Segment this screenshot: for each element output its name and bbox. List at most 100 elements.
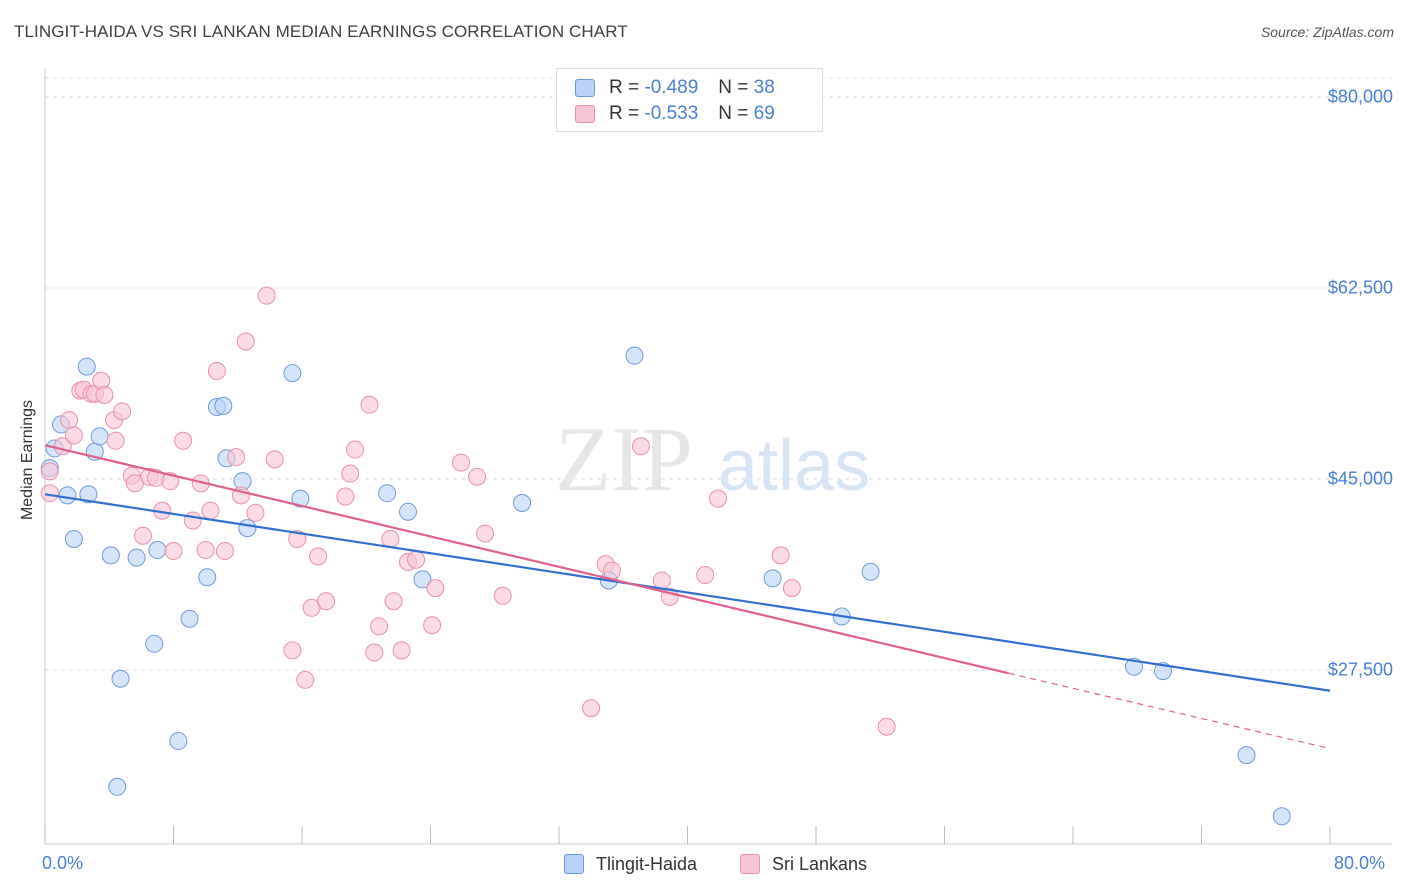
srilankan-point xyxy=(407,550,426,569)
tlingit-point xyxy=(127,548,146,567)
tlingit-point xyxy=(283,364,302,383)
tlingit-point xyxy=(64,530,83,549)
srilankan-point xyxy=(468,467,487,486)
tlingit-trendline xyxy=(44,493,1331,692)
tlingit-point xyxy=(399,502,418,521)
tlingit-point xyxy=(513,494,532,513)
srilankan-point xyxy=(196,540,215,559)
r-label: R = xyxy=(609,103,640,124)
srilankan-point xyxy=(106,431,125,450)
tlingit-point xyxy=(169,731,188,750)
srilankan-point xyxy=(283,641,302,660)
srilankan-point xyxy=(365,643,384,662)
tlingit-point xyxy=(861,562,880,581)
srilankan-point xyxy=(183,511,202,530)
srilankan-swatch xyxy=(575,105,595,123)
srilankan-point xyxy=(164,542,183,561)
srilankan-point xyxy=(426,579,445,598)
srilankan-point xyxy=(360,395,379,414)
srilankan-point xyxy=(341,464,360,483)
y-axis-label: Median Earnings xyxy=(19,399,36,521)
srilankan-point xyxy=(227,448,246,467)
srilankan-point xyxy=(215,542,234,561)
srilankan-point xyxy=(133,526,152,545)
tlingit-point xyxy=(378,484,397,503)
srilankan-point xyxy=(346,440,365,459)
tlingit-point xyxy=(180,609,199,628)
srilankan-point xyxy=(370,617,389,636)
legend-label-tlingit: Tlingit-Haida xyxy=(596,853,698,874)
tlingit-point xyxy=(625,346,644,365)
srilankan-point xyxy=(288,530,307,549)
srilankan-point xyxy=(877,717,896,736)
y-tick-label: $45,000 xyxy=(1327,468,1393,489)
srilankan-point xyxy=(384,592,403,611)
srilankan-point xyxy=(652,571,671,590)
srilankan-point xyxy=(771,546,790,565)
srilankan-point xyxy=(423,616,442,635)
srilankan-point xyxy=(95,385,114,404)
srilankan-point xyxy=(696,566,715,585)
tlingit-point xyxy=(101,546,120,565)
srilankan-point xyxy=(113,402,132,421)
tlingit-point xyxy=(763,569,782,588)
tlingit-point xyxy=(1237,746,1256,765)
y-tick-label: $80,000 xyxy=(1327,86,1393,107)
y-tick-label: $27,500 xyxy=(1327,659,1393,680)
tlingit-point xyxy=(58,486,77,505)
legend-label-srilankan: Sri Lankans xyxy=(772,853,868,874)
srilankan-point xyxy=(709,489,728,508)
srilankan-point xyxy=(582,699,601,718)
srilankan-point xyxy=(493,586,512,605)
x-tick-label-max: 80.0% xyxy=(1334,853,1386,873)
y-tick-label: $62,500 xyxy=(1327,277,1393,298)
tlingit-point xyxy=(214,396,233,415)
stats-box: R = -0.489 N = 38 R = -0.533 N = 69 xyxy=(556,68,823,132)
srilankan-point xyxy=(64,426,83,445)
tlingit-point xyxy=(148,540,167,559)
srilankan-point xyxy=(201,501,220,520)
srilankan-point xyxy=(476,524,495,543)
scatter-points xyxy=(40,286,1291,826)
srilankan-trendline-extension xyxy=(1008,672,1331,750)
r-value: -0.489 xyxy=(644,77,699,98)
watermark-zip: ZIP xyxy=(555,408,693,510)
watermark-atlas: atlas xyxy=(718,426,870,506)
srilankan-point xyxy=(336,487,355,506)
legend-item-tlingit[interactable]: Tlingit-Haida xyxy=(564,852,697,876)
tlingit-point xyxy=(145,634,164,653)
source-label: Source: ZipAtlas.com xyxy=(1260,24,1394,40)
watermark: ZIP atlas xyxy=(555,408,870,510)
legend-item-srilankan[interactable]: Sri Lankans xyxy=(740,852,867,876)
srilankan-point xyxy=(381,530,400,549)
trendlines xyxy=(44,444,1331,750)
r-label: R = xyxy=(609,77,640,98)
srilankan-point xyxy=(60,411,79,430)
srilankan-point xyxy=(246,503,265,522)
stats-row-tlingit: R = -0.489 N = 38 xyxy=(575,76,775,100)
tlingit-point xyxy=(79,485,98,504)
tlingit-point xyxy=(238,519,257,538)
tlingit-point xyxy=(1272,807,1291,826)
srilankan-point xyxy=(392,641,411,660)
n-value: 69 xyxy=(753,103,775,124)
srilankan-point xyxy=(452,453,471,472)
srilankan-trendline xyxy=(44,444,1010,675)
chart-title: TLINGIT-HAIDA VS SRI LANKAN MEDIAN EARNI… xyxy=(14,22,628,41)
srilankan-point xyxy=(174,431,193,450)
srilankan-point xyxy=(631,437,650,456)
gridlines xyxy=(45,77,1392,671)
n-value: 38 xyxy=(753,77,775,98)
tlingit-swatch xyxy=(575,79,595,97)
tlingit-point xyxy=(198,568,217,587)
srilankan-point xyxy=(317,592,336,611)
tlingit-point xyxy=(413,570,432,589)
srilankan-point xyxy=(257,286,276,305)
n-label: N = xyxy=(718,103,749,124)
axes xyxy=(44,68,1392,845)
tlingit-point xyxy=(291,489,310,508)
srilankan-legend-swatch xyxy=(740,854,760,874)
tlingit-point xyxy=(111,669,130,688)
r-value: -0.533 xyxy=(644,103,699,124)
